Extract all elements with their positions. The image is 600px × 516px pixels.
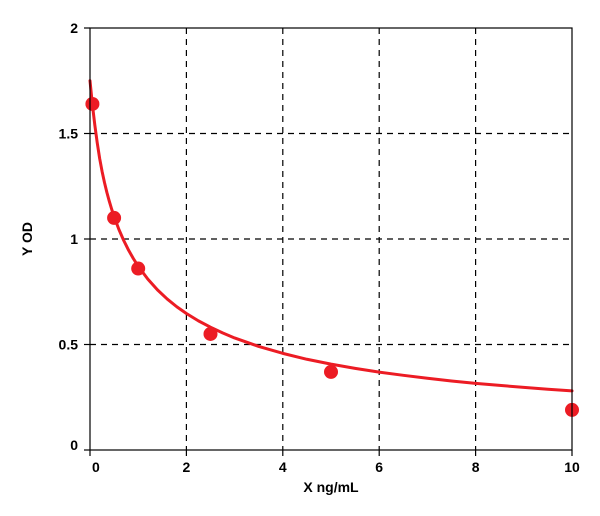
- xtick-label: 4: [279, 459, 287, 475]
- ytick-label: 1: [70, 231, 78, 247]
- xtick-label: 10: [564, 459, 580, 475]
- ytick-label: 2: [70, 20, 78, 36]
- ytick-label: 1.5: [59, 126, 79, 142]
- data-point: [324, 365, 338, 379]
- y-axis-label: Y OD: [19, 222, 35, 256]
- xtick-label: 0: [92, 459, 100, 475]
- chart-svg: 0 2 4 6 8 10 0 0.5 1 1.5 2 X ng/mL Y OD: [0, 0, 600, 516]
- x-axis-label: X ng/mL: [303, 479, 359, 495]
- xtick-label: 2: [183, 459, 191, 475]
- ytick-label: 0.5: [59, 337, 79, 353]
- xtick-label: 6: [375, 459, 383, 475]
- ytick-label: 0: [70, 437, 78, 453]
- data-point: [85, 97, 99, 111]
- data-point: [107, 211, 121, 225]
- data-point: [131, 262, 145, 276]
- xtick-label: 8: [472, 459, 480, 475]
- chart-container: 0 2 4 6 8 10 0 0.5 1 1.5 2 X ng/mL Y OD: [0, 0, 600, 516]
- data-point: [204, 327, 218, 341]
